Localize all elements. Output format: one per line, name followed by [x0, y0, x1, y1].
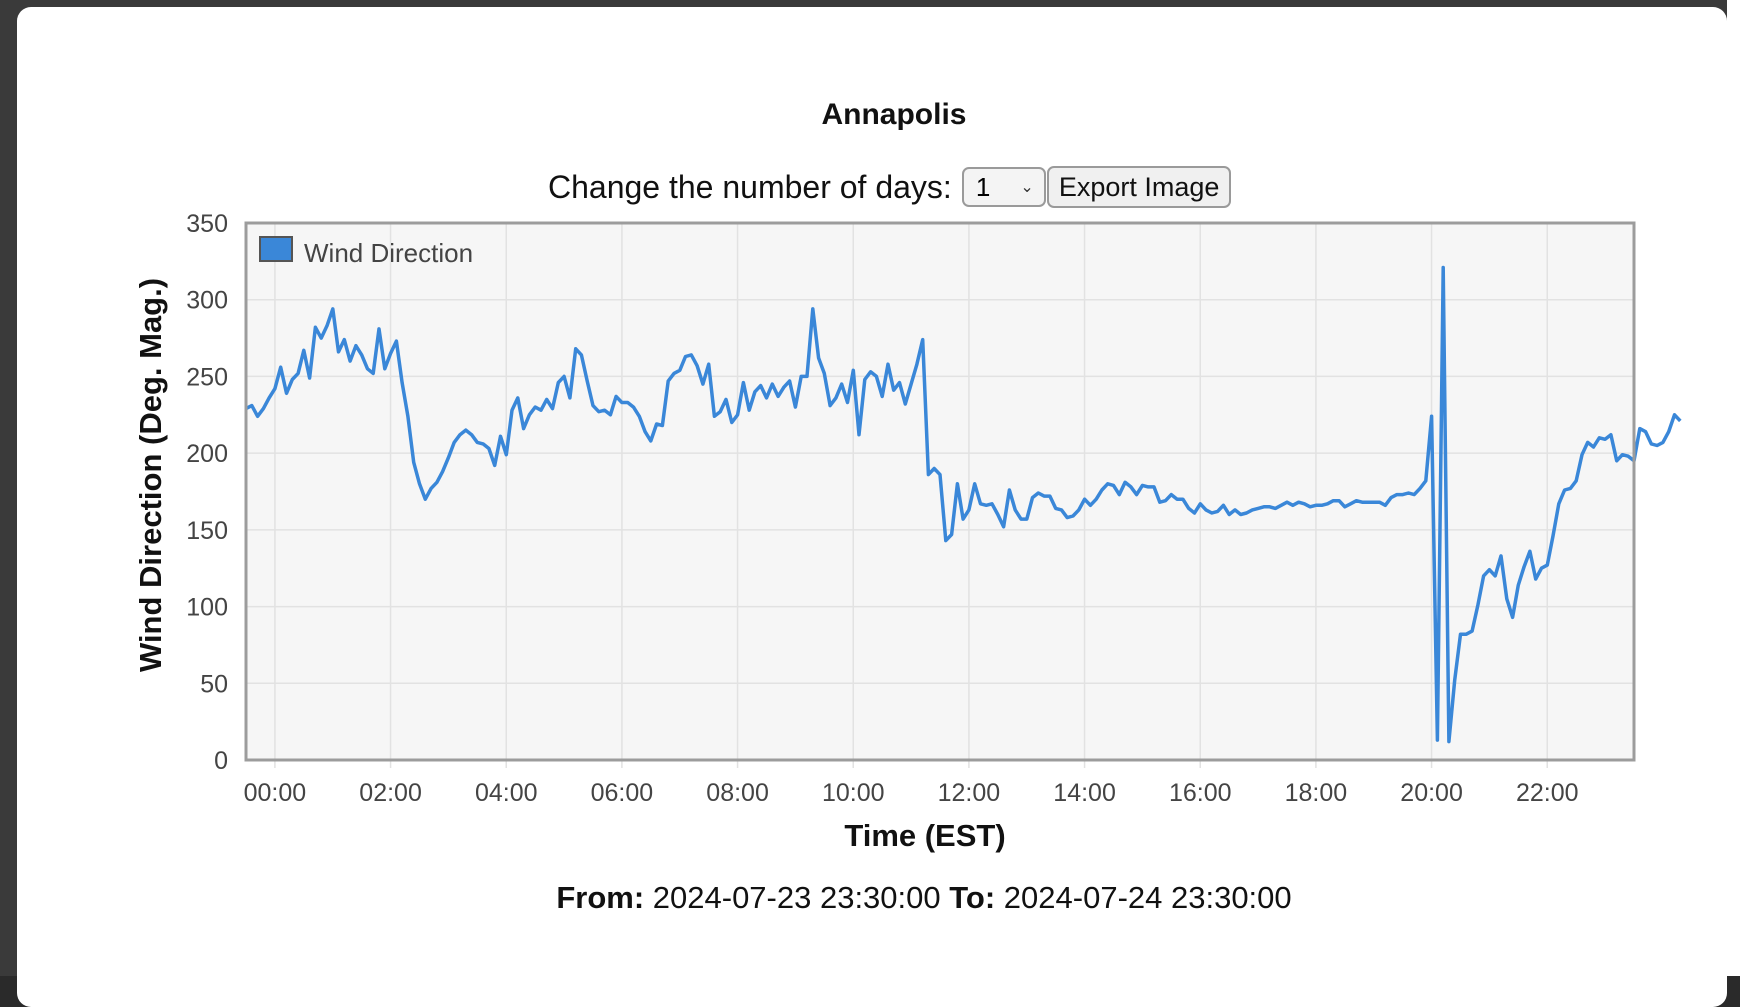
from-value: 2024-07-23 23:30:00	[652, 880, 941, 915]
x-tick-label: 12:00	[938, 779, 1001, 807]
to-label: To:	[949, 880, 996, 915]
y-axis: 0 50 100 150 200 250 300 350	[186, 210, 228, 775]
days-select-value: 1	[975, 171, 991, 202]
x-tick-label: 20:00	[1400, 779, 1463, 807]
x-tick-label: 08:00	[706, 779, 769, 807]
wind-direction-chart: 0 50 100 150 200 250 300 350 00:00 02:00 04:00 06:…	[133, 210, 1682, 853]
days-select[interactable]: 1 ⌄	[961, 167, 1046, 207]
x-tick-label: 02:00	[359, 779, 422, 807]
to-value: 2024-07-24 23:30:00	[1003, 880, 1292, 915]
x-tick-label: 18:00	[1285, 779, 1348, 807]
x-tick-label: 00:00	[244, 779, 307, 807]
x-tick-label: 06:00	[591, 779, 654, 807]
y-tick-label: 150	[186, 517, 228, 545]
y-axis-label: Wind Direction (Deg. Mag.)	[133, 278, 168, 672]
y-tick-label: 0	[214, 747, 228, 775]
plot-border	[244, 221, 1636, 762]
legend-label: Wind Direction	[304, 238, 473, 268]
y-tick-label: 50	[200, 670, 228, 698]
days-label: Change the number of days:	[548, 168, 952, 205]
legend: Wind Direction	[259, 236, 473, 268]
modal-edge	[1727, 0, 1740, 976]
y-tick-label: 100	[186, 594, 228, 622]
x-tick-label: 04:00	[475, 779, 538, 807]
x-axis: 00:00 02:00 04:00 06:00 08:00 10:00 12:00 14:00…	[244, 779, 1579, 807]
chart-controls: Change the number of days: 1 ⌄ Export Im…	[548, 166, 1232, 208]
series-line-wind-direction	[245, 265, 1682, 744]
from-label: From:	[556, 880, 645, 915]
date-range: From: 2024-07-23 23:30:00 To: 2024-07-24…	[0, 880, 1740, 916]
x-tick-label: 16:00	[1169, 779, 1232, 807]
chart-title: Annapolis	[821, 98, 967, 131]
legend-swatch	[259, 236, 293, 262]
x-tick-label: 14:00	[1053, 779, 1116, 807]
export-image-button[interactable]: Export Image	[1046, 166, 1232, 208]
y-tick-label: 250	[186, 363, 228, 391]
y-tick-label: 350	[186, 210, 228, 238]
x-axis-label: Time (EST)	[844, 818, 1005, 853]
y-tick-label: 300	[186, 287, 228, 315]
y-tick-label: 200	[186, 440, 228, 468]
chevron-down-icon: ⌄	[1020, 179, 1034, 196]
x-tick-label: 22:00	[1516, 779, 1579, 807]
x-tick-label: 10:00	[822, 779, 885, 807]
